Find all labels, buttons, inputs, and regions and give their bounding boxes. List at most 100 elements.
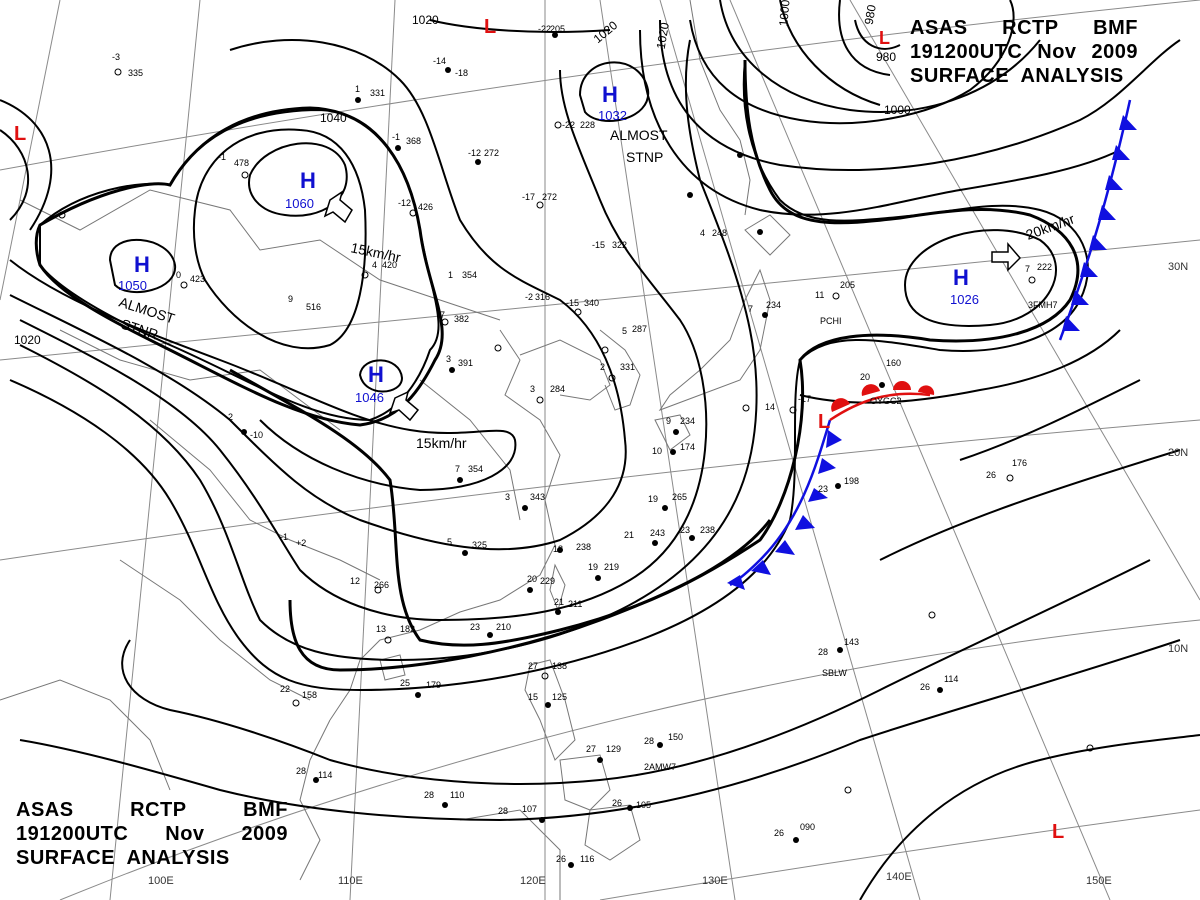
station-plot-t: 3	[446, 354, 451, 364]
cold-front-barb	[826, 430, 842, 448]
isobar-1008	[659, 19, 1181, 171]
station-plot-t: 26	[986, 470, 996, 480]
station-dot	[552, 32, 558, 38]
longitude-label: 110E	[338, 875, 363, 887]
station-plot-t: 28	[498, 806, 508, 816]
station-dot	[487, 632, 493, 638]
station-plot-p: 423	[190, 274, 205, 284]
high-center-symbol: H	[602, 82, 618, 107]
station-plot-t: -1	[218, 152, 226, 162]
station-plot-t: 23	[818, 484, 828, 494]
station-plot-p: 325	[472, 540, 487, 550]
station-plot-p: 354	[468, 464, 483, 474]
parallel-0n	[599, 809, 1200, 900]
station-dot	[844, 786, 852, 794]
warm-front-bump	[918, 385, 935, 395]
isobar-1016-east	[879, 449, 1181, 561]
station-id: 3FMH7	[1028, 300, 1058, 310]
isobar-label: 1000	[884, 103, 911, 117]
station-dot	[445, 67, 451, 73]
station-plots: -3 335 -14 -18 -22 205 -22 228 1 331 -1 …	[112, 24, 1058, 864]
warm-front-bump	[831, 398, 850, 412]
header-year: 2009	[241, 823, 288, 845]
station-plot-p: 114	[318, 770, 332, 780]
longitude-label: 120E	[520, 875, 546, 887]
station-dot	[449, 367, 455, 373]
station-plot-p: 228	[580, 120, 595, 130]
station-plot-p: 143	[844, 637, 859, 647]
station-plot-p: 150	[668, 732, 683, 742]
isobar-1020-bold	[229, 59, 1080, 647]
station-dot	[494, 344, 502, 352]
low-center-symbol: L	[1052, 821, 1064, 843]
station-dot	[541, 672, 549, 680]
cold-front-barb	[775, 540, 795, 555]
station-plot-p: 182	[400, 624, 415, 634]
station-plot-t: 1	[448, 270, 453, 280]
header-code: BMF	[1093, 17, 1138, 39]
cold-front-barb	[1105, 175, 1123, 190]
station-plot-p: 420	[382, 260, 397, 270]
coast-visayas	[559, 754, 611, 811]
station-plot-p: 368	[406, 136, 421, 146]
motion-arrow-1026	[991, 241, 1022, 272]
station-dot	[835, 483, 841, 489]
isobar-1000-a	[689, 0, 1015, 125]
station-plot-t: 23	[680, 525, 690, 535]
parallel-30n	[0, 239, 1200, 361]
meridian-130e	[599, 0, 736, 900]
border-b	[59, 329, 341, 431]
station-plot-t: 2	[228, 412, 233, 422]
station-dot	[395, 145, 401, 151]
station-plot-t: 28	[644, 736, 654, 746]
station-dot	[180, 281, 188, 289]
station-plot-p: 272	[542, 192, 557, 202]
station-id: PCHI	[820, 316, 842, 326]
station-plot-t: 28	[818, 647, 828, 657]
station-dot	[832, 292, 840, 300]
cold-front-barb	[1071, 290, 1089, 305]
station-dot	[762, 312, 768, 318]
station-plot-p: 516	[306, 302, 321, 312]
isobar-1036	[9, 259, 517, 492]
station-plot-p: 331	[620, 362, 635, 372]
station-plot-t: 0	[176, 270, 181, 280]
isobar-1012	[859, 734, 1200, 900]
station-plot-p: -10	[250, 430, 263, 440]
station-dot	[355, 97, 361, 103]
station-dot	[689, 535, 695, 541]
station-plot-t: -1	[280, 532, 288, 542]
chart-header-top-right: ASAS RCTP BMF 191200UTC Nov 2009 SURFACE…	[910, 16, 1138, 88]
header-time: 191200UTC	[16, 823, 129, 845]
station-plot-t: 28	[424, 790, 434, 800]
station-dot	[1086, 744, 1094, 752]
station-plot-t: 3	[505, 492, 510, 502]
isobar-1020-south	[121, 559, 1151, 785]
coast-borneo	[459, 809, 561, 900]
header-month: Nov	[165, 823, 205, 845]
meridian-90e	[0, 0, 61, 301]
station-plot-t: 26	[920, 682, 930, 692]
cold-front-line	[1058, 99, 1132, 341]
station-dot	[536, 201, 544, 209]
longitude-label: 150E	[1086, 875, 1112, 887]
low-center-symbol: L	[879, 28, 890, 48]
station-markers	[58, 32, 1094, 868]
station-plot-t: 19	[588, 562, 598, 572]
station-id: OYGC2	[870, 396, 902, 406]
cold-front-barb	[1119, 115, 1137, 130]
station-dot	[789, 406, 797, 414]
station-plot-t: -22	[562, 120, 575, 130]
meridian-100e	[109, 0, 201, 900]
meridian-110e	[349, 0, 396, 900]
station-plot-t: 11	[815, 290, 824, 300]
station-plot-p: 129	[606, 744, 621, 754]
cold-front-barb	[1080, 262, 1098, 277]
station-plot-t: 5	[622, 326, 627, 336]
station-plot-t: -17	[522, 192, 535, 202]
station-dot	[627, 805, 633, 811]
station-plot-t: 13	[376, 624, 386, 634]
station-dot	[292, 699, 300, 707]
station-dot	[657, 742, 663, 748]
